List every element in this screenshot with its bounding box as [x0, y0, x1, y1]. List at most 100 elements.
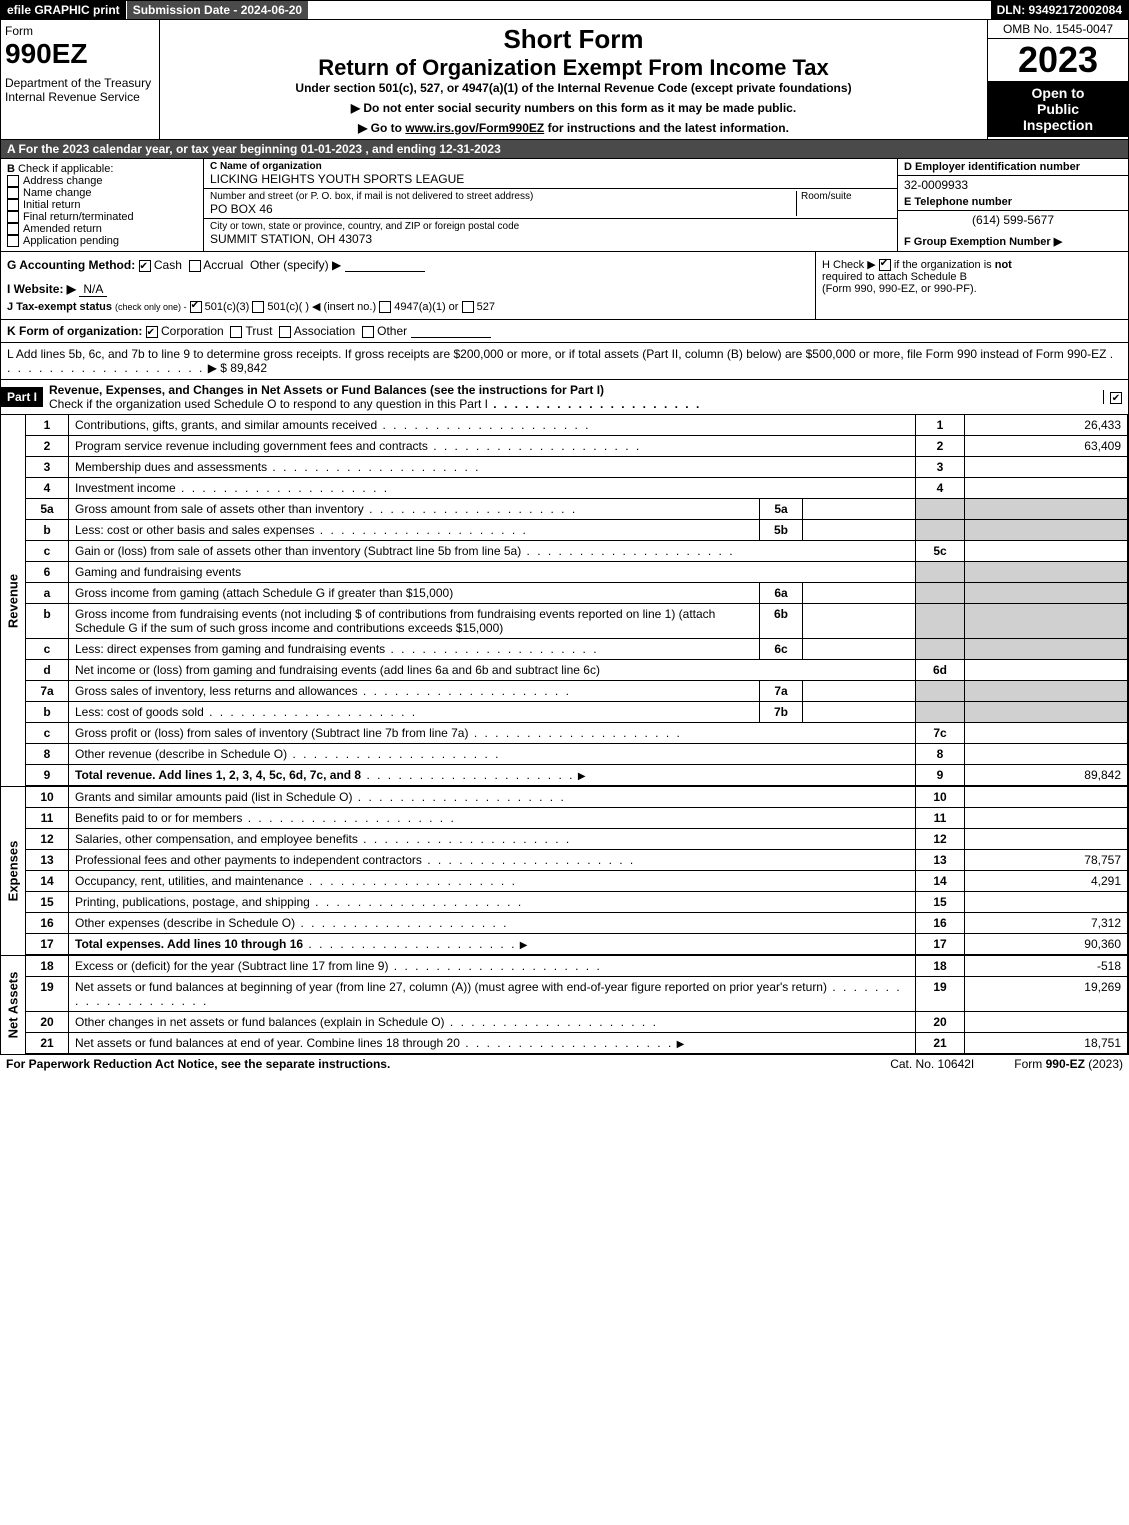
- phone-label: E Telephone number: [898, 194, 1128, 211]
- line-7c-value: [965, 723, 1128, 744]
- line-14-text: Occupancy, rent, utilities, and maintena…: [69, 871, 916, 892]
- checkbox-accrual[interactable]: [189, 260, 201, 272]
- part-1-header: Part I Revenue, Expenses, and Changes in…: [0, 380, 1129, 415]
- expenses-table: 10Grants and similar amounts paid (list …: [26, 787, 1128, 955]
- form-number: 990EZ: [5, 38, 155, 70]
- website-label: I Website: ▶: [7, 282, 76, 296]
- line-11-text: Benefits paid to or for members: [69, 808, 916, 829]
- line-21-text: Net assets or fund balances at end of ye…: [69, 1033, 916, 1054]
- return-title: Return of Organization Exempt From Incom…: [168, 55, 979, 81]
- line-15-value: [965, 892, 1128, 913]
- checkbox-trust[interactable]: [230, 326, 242, 338]
- side-label-expenses: Expenses: [6, 841, 21, 902]
- net-assets-table: 18Excess or (deficit) for the year (Subt…: [26, 956, 1128, 1054]
- line-6d-value: [965, 660, 1128, 681]
- line-l-text: L Add lines 5b, 6c, and 7b to line 9 to …: [7, 347, 1106, 361]
- line-6a-inner: [803, 583, 916, 604]
- open-to-public: Open to Public Inspection: [988, 81, 1128, 137]
- line-6b-inner: [803, 604, 916, 639]
- line-5a-text: Gross amount from sale of assets other t…: [69, 499, 760, 520]
- ein-label: D Employer identification number: [898, 159, 1128, 176]
- line-16-value: 7,312: [965, 913, 1128, 934]
- line-4-text: Investment income: [69, 478, 916, 499]
- line-5a-inner: [803, 499, 916, 520]
- line-6d-text: Net income or (loss) from gaming and fun…: [69, 660, 916, 681]
- line-19-text: Net assets or fund balances at beginning…: [69, 977, 916, 1012]
- form-header: Form 990EZ Department of the Treasury In…: [0, 20, 1129, 140]
- line-9-value: 89,842: [965, 765, 1128, 786]
- other-org-blank[interactable]: [411, 325, 491, 338]
- org-name: LICKING HEIGHTS YOUTH SPORTS LEAGUE: [210, 172, 891, 186]
- line-14-value: 4,291: [965, 871, 1128, 892]
- omb-number: OMB No. 1545-0047: [988, 20, 1128, 39]
- checkbox-schedule-b[interactable]: [879, 259, 891, 271]
- checkbox-initial-return[interactable]: [7, 199, 19, 211]
- line-12-value: [965, 829, 1128, 850]
- line-2-text: Program service revenue including govern…: [69, 436, 916, 457]
- part-1-label: Part I: [1, 387, 43, 407]
- side-label-revenue: Revenue: [6, 573, 21, 627]
- phone-value: (614) 599-5677: [898, 211, 1128, 229]
- line-6c-text: Less: direct expenses from gaming and fu…: [69, 639, 760, 660]
- form-of-org-label: K Form of organization:: [7, 324, 142, 338]
- checkbox-name-change[interactable]: [7, 187, 19, 199]
- goto-suffix: for instructions and the latest informat…: [548, 121, 789, 135]
- checkbox-address-change[interactable]: [7, 175, 19, 187]
- line-8-value: [965, 744, 1128, 765]
- other-specify-blank[interactable]: [345, 259, 425, 272]
- revenue-section: Revenue 1Contributions, gifts, grants, a…: [0, 415, 1129, 787]
- website-value: N/A: [79, 282, 107, 297]
- checkbox-schedule-o-part1[interactable]: [1110, 392, 1122, 404]
- line-6-text: Gaming and fundraising events: [69, 562, 916, 583]
- line-1-text: Contributions, gifts, grants, and simila…: [69, 415, 916, 436]
- checkbox-association[interactable]: [279, 326, 291, 338]
- line-18-text: Excess or (deficit) for the year (Subtra…: [69, 956, 916, 977]
- page-footer: For Paperwork Reduction Act Notice, see …: [0, 1055, 1129, 1073]
- department-label: Department of the Treasury: [5, 76, 155, 90]
- irs-link[interactable]: www.irs.gov/Form990EZ: [405, 121, 544, 135]
- top-bar: efile GRAPHIC print Submission Date - 20…: [0, 0, 1129, 20]
- checkbox-4947a1[interactable]: [379, 301, 391, 313]
- line-7b-text: Less: cost of goods sold: [69, 702, 760, 723]
- checkbox-501c3[interactable]: [190, 301, 202, 313]
- line-6b-text: Gross income from fundraising events (no…: [69, 604, 760, 639]
- line-5c-value: [965, 541, 1128, 562]
- line-6c-inner: [803, 639, 916, 660]
- section-bcdef: B Check if applicable: Address change Na…: [0, 159, 1129, 252]
- checkbox-amended-return[interactable]: [7, 223, 19, 235]
- line-17-text: Total expenses. Add lines 10 through 16 …: [69, 934, 916, 955]
- col-def: D Employer identification number 32-0009…: [898, 159, 1128, 251]
- efile-label: efile GRAPHIC print: [1, 1, 126, 19]
- line-4-value: [965, 478, 1128, 499]
- line-18-value: -518: [965, 956, 1128, 977]
- line-10-value: [965, 787, 1128, 808]
- line-15-text: Printing, publications, postage, and shi…: [69, 892, 916, 913]
- goto-line: ▶ Go to www.irs.gov/Form990EZ for instru…: [168, 121, 979, 135]
- side-label-net-assets: Net Assets: [6, 972, 21, 1039]
- checkbox-application-pending[interactable]: [7, 235, 19, 247]
- checkbox-cash[interactable]: [139, 260, 151, 272]
- line-7a-inner: [803, 681, 916, 702]
- line-19-value: 19,269: [965, 977, 1128, 1012]
- line-13-value: 78,757: [965, 850, 1128, 871]
- expenses-section: Expenses 10Grants and similar amounts pa…: [0, 787, 1129, 956]
- row-l: L Add lines 5b, 6c, and 7b to line 9 to …: [0, 343, 1129, 380]
- street-address: PO BOX 46: [210, 202, 796, 216]
- checkbox-corporation[interactable]: [146, 326, 158, 338]
- line-5c-text: Gain or (loss) from sale of assets other…: [69, 541, 916, 562]
- checkbox-501c[interactable]: [252, 301, 264, 313]
- accounting-method-label: G Accounting Method:: [7, 258, 135, 272]
- ssn-warning: ▶ Do not enter social security numbers o…: [168, 101, 979, 115]
- revenue-table: 1Contributions, gifts, grants, and simil…: [26, 415, 1128, 786]
- line-3-value: [965, 457, 1128, 478]
- tax-exempt-label: J Tax-exempt status: [7, 301, 112, 313]
- line-1-value: 26,433: [965, 415, 1128, 436]
- checkbox-other-org[interactable]: [362, 326, 374, 338]
- checkbox-527[interactable]: [462, 301, 474, 313]
- form-label: Form: [5, 24, 155, 38]
- net-assets-section: Net Assets 18Excess or (deficit) for the…: [0, 956, 1129, 1055]
- return-subtitle: Under section 501(c), 527, or 4947(a)(1)…: [168, 81, 979, 95]
- line-20-value: [965, 1012, 1128, 1033]
- line-10-text: Grants and similar amounts paid (list in…: [69, 787, 916, 808]
- checkbox-final-return[interactable]: [7, 211, 19, 223]
